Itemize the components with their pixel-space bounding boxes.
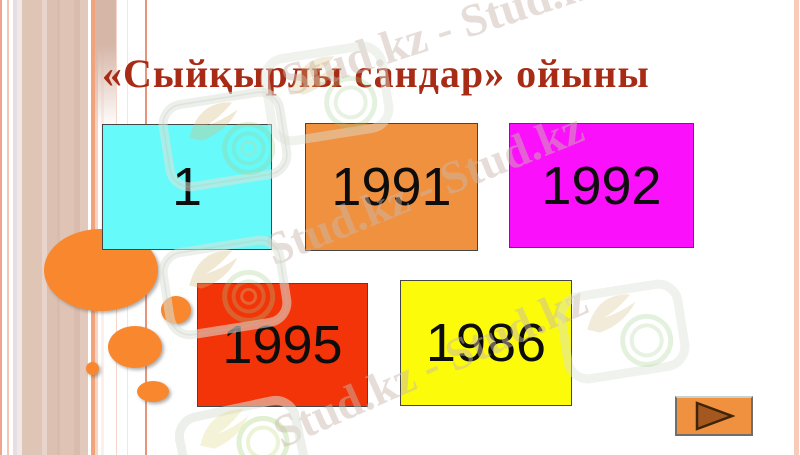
- number-card-1[interactable]: 1: [102, 124, 272, 250]
- number-card-1992[interactable]: 1992: [509, 123, 694, 248]
- card-label: 1: [171, 157, 203, 217]
- play-right-icon: [695, 401, 735, 431]
- decorative-circle-oval: [137, 381, 169, 402]
- number-card-1991[interactable]: 1991: [305, 123, 478, 251]
- card-label: 1986: [425, 313, 547, 373]
- decorative-circle-small: [161, 296, 191, 324]
- right-stripe-border: [794, 0, 799, 455]
- number-card-1986[interactable]: 1986: [400, 280, 572, 406]
- studkz-logo-watermark: [556, 279, 690, 384]
- left-stripe-border: [0, 0, 104, 455]
- next-slide-button[interactable]: [675, 396, 753, 436]
- slide-title: «Сыйқырлы сандар» ойыны: [102, 51, 650, 96]
- card-label: 1992: [541, 155, 662, 216]
- card-label: 1995: [222, 315, 343, 375]
- decorative-circle-tiny: [86, 362, 99, 375]
- decorative-circle-medium: [108, 326, 162, 368]
- number-card-1995[interactable]: 1995: [197, 283, 368, 407]
- card-label: 1991: [331, 157, 452, 217]
- left-stripe-border-top: [95, 0, 117, 135]
